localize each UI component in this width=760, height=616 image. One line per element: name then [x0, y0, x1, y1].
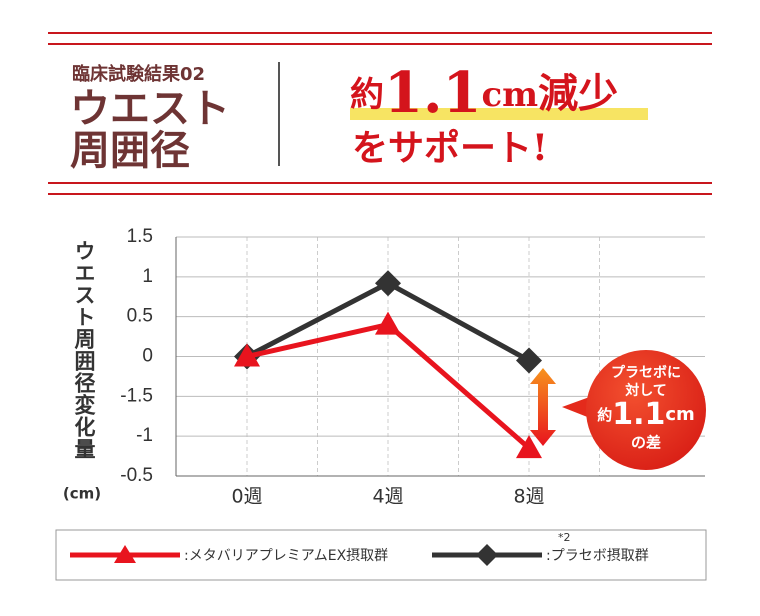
- legend-label: :プラセボ摂取群: [546, 548, 649, 564]
- y-tick-label: -0.5: [120, 465, 153, 486]
- marker: [375, 311, 401, 335]
- y-tick-label: -1.5: [120, 385, 153, 406]
- legend-note: *2: [558, 531, 571, 544]
- callout-value: 約1.1cm: [597, 397, 695, 432]
- y-axis-title: ウエスト周囲径変化量: [72, 240, 96, 460]
- header-title: 周囲径: [70, 128, 190, 174]
- y-tick-label: 1.5: [127, 226, 153, 247]
- x-tick-label: 0週: [231, 486, 262, 508]
- header-title: ウエスト: [70, 86, 230, 132]
- marker: [375, 270, 401, 297]
- callout-line: 対して: [624, 382, 667, 399]
- subheadline: をサポート!: [352, 127, 548, 169]
- marker: [516, 435, 542, 459]
- x-tick-label: 8週: [513, 486, 544, 508]
- y-tick-label: -1: [136, 425, 153, 446]
- callout-prefix: 約: [597, 406, 612, 424]
- difference-arrow: [530, 368, 556, 446]
- callout-line: プラセボに: [611, 365, 681, 381]
- header-label: 臨床試験結果02: [72, 63, 205, 85]
- legend-marker: [114, 545, 136, 563]
- callout-unit: cm: [665, 404, 694, 425]
- headline: 約1.1cm減少: [350, 60, 618, 126]
- legend-box: [55, 529, 707, 581]
- y-tick-label: 0: [142, 346, 153, 367]
- legend-marker: [476, 544, 498, 566]
- callout: [586, 350, 706, 470]
- callout-line: の差: [631, 434, 661, 452]
- x-tick-label: 4週: [372, 486, 403, 508]
- header: 臨床試験結果02 ウエスト 周囲径 約1.1cm減少 をサポート!: [48, 32, 712, 195]
- legend-label: :メタバリアプレミアムEX摂取群: [184, 548, 388, 564]
- callout-number: 1.1: [612, 397, 665, 432]
- y-axis-unit: (cm): [63, 485, 101, 503]
- marker: [234, 343, 260, 367]
- y-tick-label: 0.5: [127, 306, 153, 327]
- marker: [516, 347, 542, 374]
- y-tick-label: 1: [142, 266, 153, 287]
